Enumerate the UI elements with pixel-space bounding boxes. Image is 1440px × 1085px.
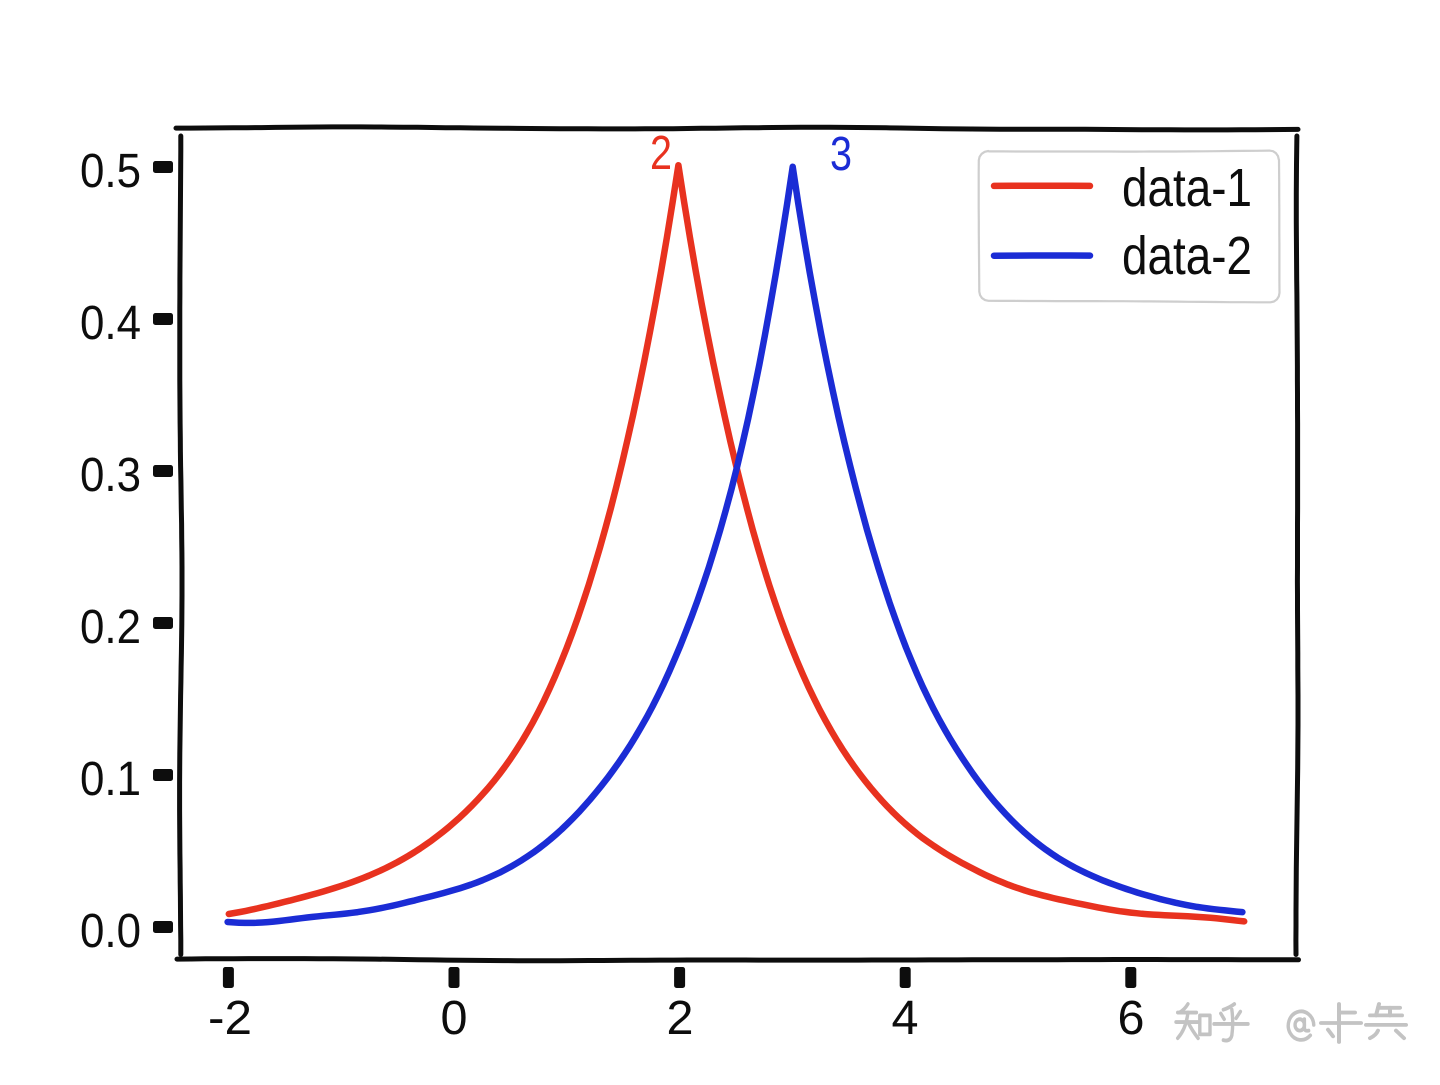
svg-text:6: 6 [1118, 992, 1145, 1045]
svg-text:data-1: data-1 [1122, 158, 1252, 218]
svg-text:0.1: 0.1 [80, 753, 141, 806]
svg-text:0.3: 0.3 [80, 449, 141, 502]
svg-text:0.4: 0.4 [80, 297, 141, 350]
svg-text:3: 3 [830, 128, 852, 181]
svg-text:4: 4 [892, 992, 919, 1045]
svg-text:0.5: 0.5 [80, 145, 141, 198]
svg-text:data-2: data-2 [1122, 226, 1252, 286]
svg-text:0.0: 0.0 [80, 905, 141, 958]
svg-text:-2: -2 [208, 992, 252, 1045]
svg-text:0.2: 0.2 [80, 601, 141, 654]
svg-text:2: 2 [650, 127, 672, 180]
svg-text:0: 0 [441, 992, 468, 1045]
svg-text:2: 2 [667, 992, 694, 1045]
